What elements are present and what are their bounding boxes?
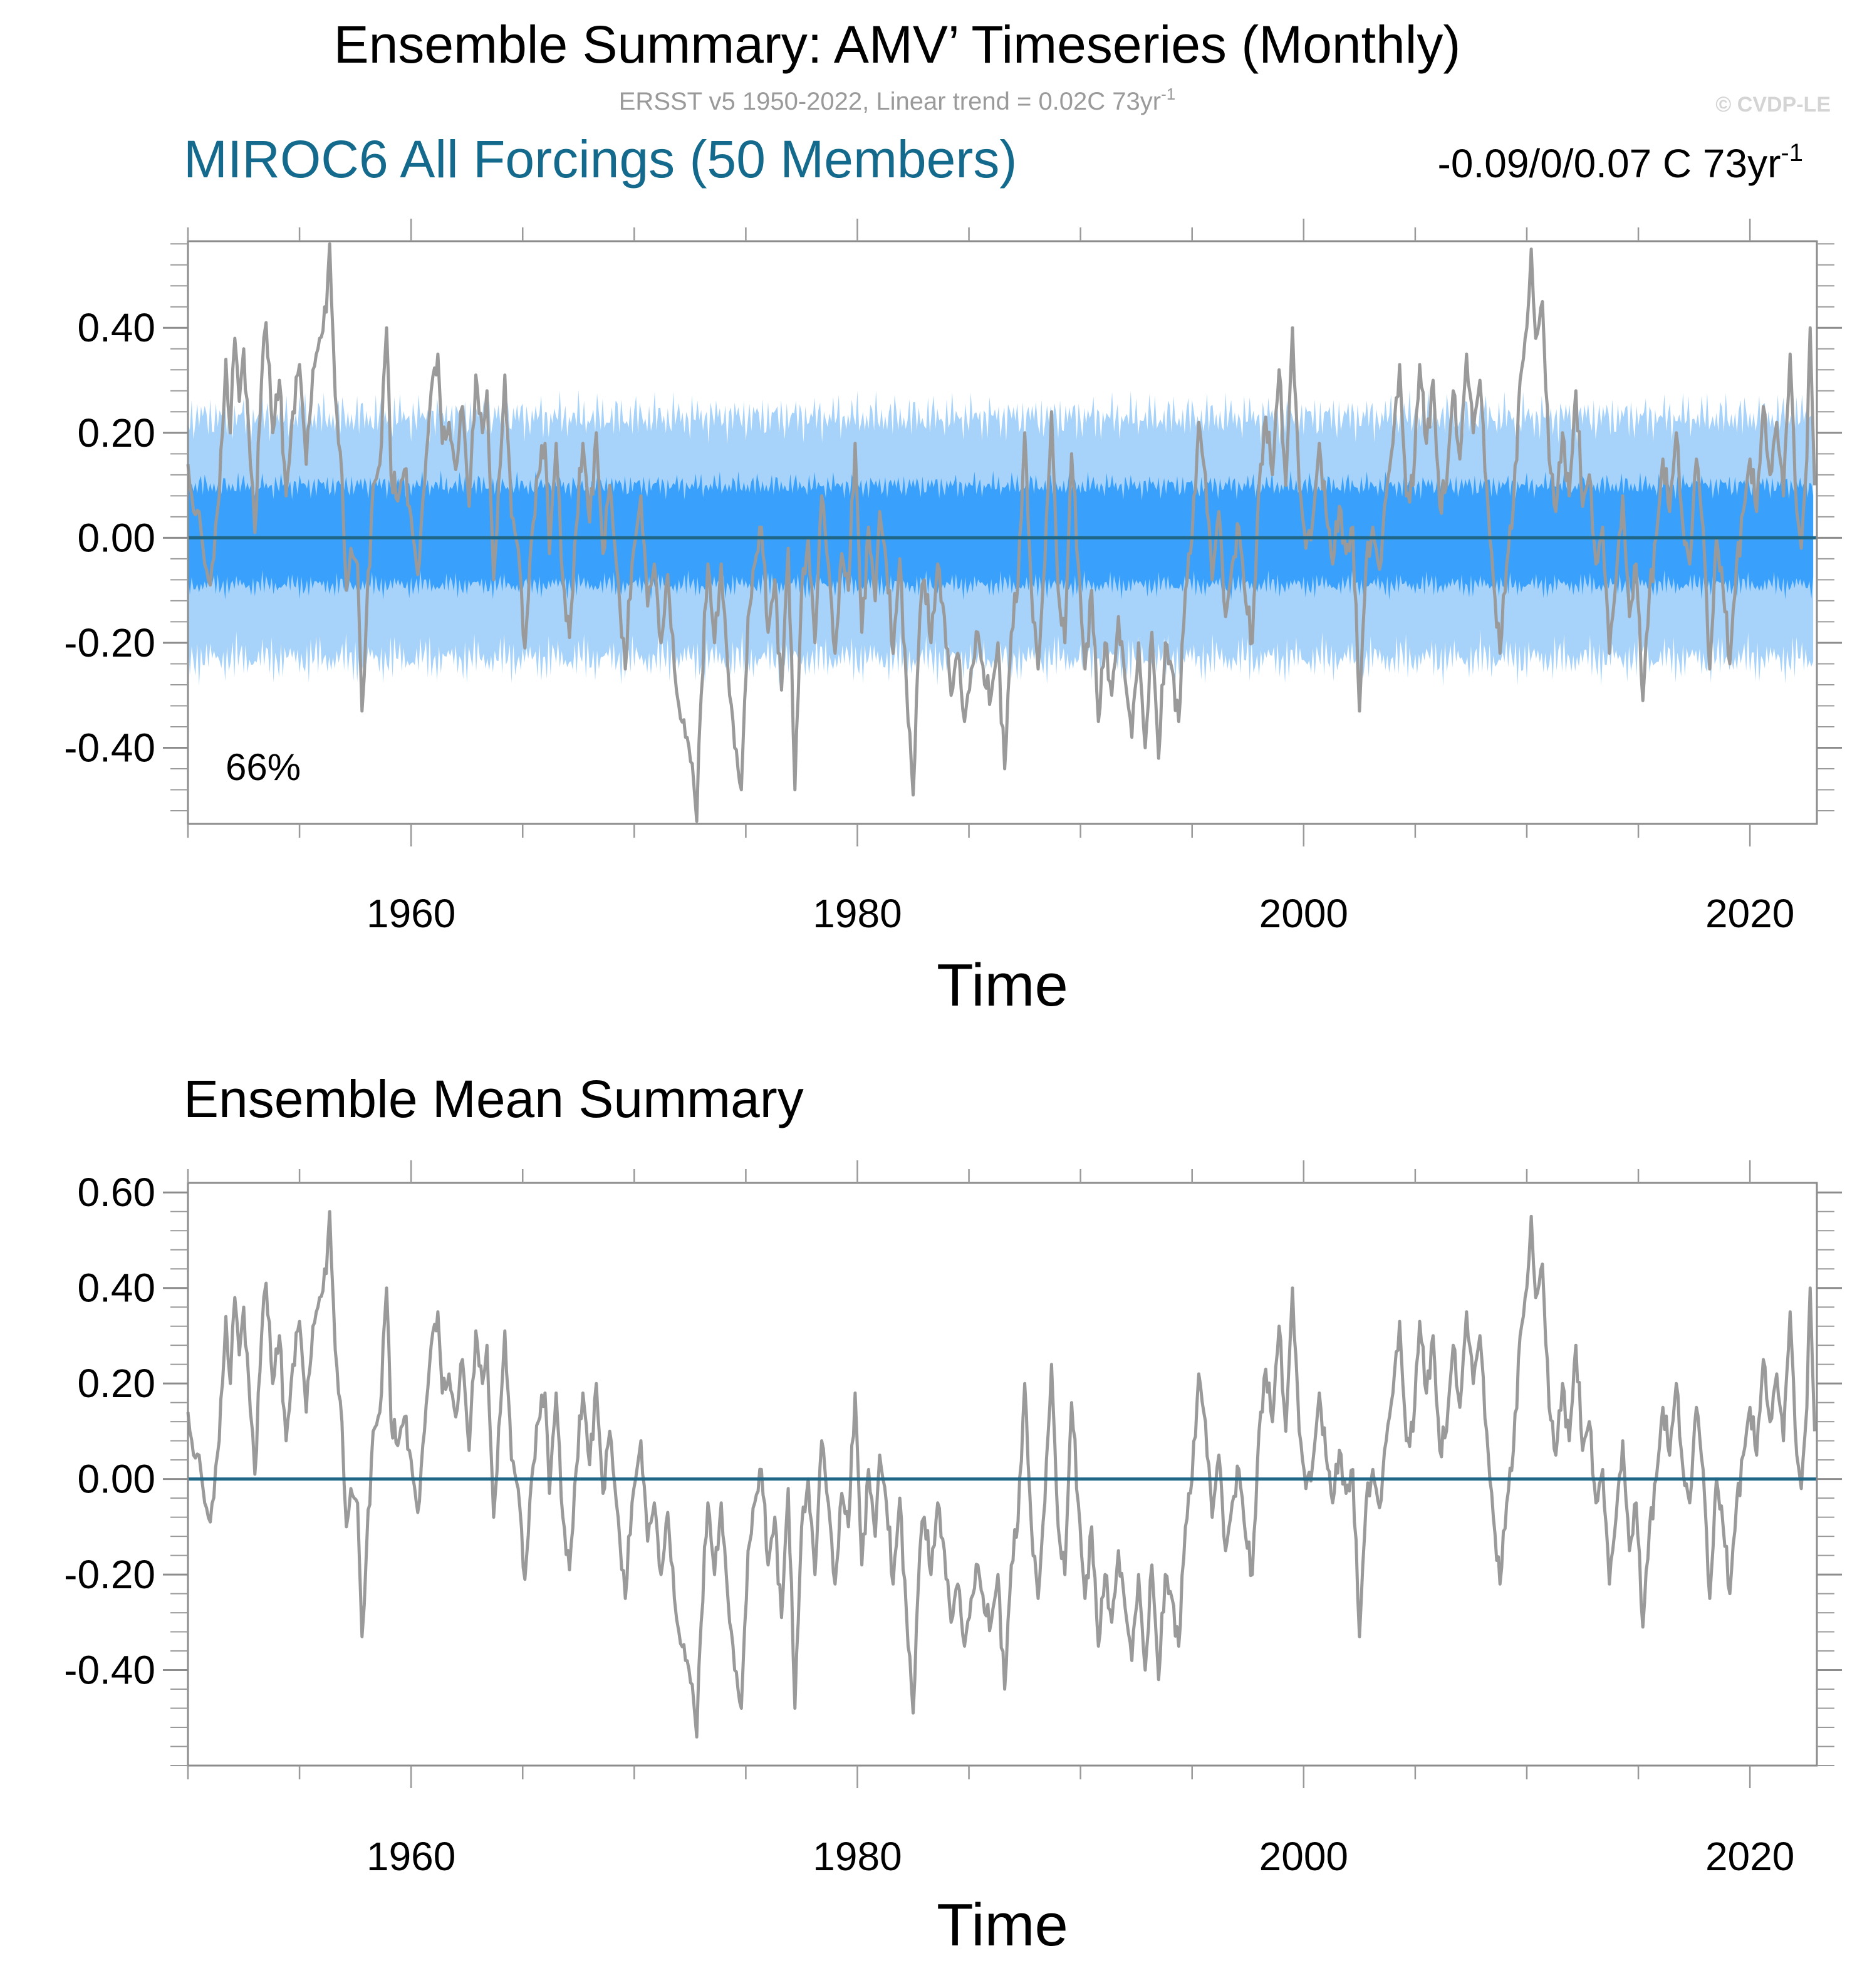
subtitle-exponent: -1 bbox=[1161, 85, 1175, 103]
y-tick-label: 0.20 bbox=[77, 410, 155, 455]
y-tick-label: -0.20 bbox=[64, 1552, 155, 1597]
y-tick-label: 0.40 bbox=[77, 305, 155, 350]
x-tick-label: 2020 bbox=[1705, 1834, 1794, 1879]
y-tick-label: 0.00 bbox=[77, 1457, 155, 1502]
ensemble-mean-title: Ensemble Mean Summary bbox=[184, 1069, 804, 1128]
subtitle-main: ERSST v5 1950-2022, Linear trend = 0.02C… bbox=[619, 88, 1161, 115]
subtitle: ERSST v5 1950-2022, Linear trend = 0.02C… bbox=[619, 85, 1175, 115]
plot-frame bbox=[187, 240, 1818, 825]
trend-exponent: -1 bbox=[1781, 139, 1803, 167]
x-tick-label: 2020 bbox=[1705, 891, 1794, 936]
x-tick-label: 1980 bbox=[813, 1834, 902, 1879]
percent-label: 66% bbox=[226, 746, 301, 788]
trend-text: -0.09/0/0.07 C 73yr-1 bbox=[1438, 139, 1803, 186]
x-axis-label: Time bbox=[937, 952, 1068, 1019]
model-title: MIROC6 All Forcings (50 Members) bbox=[184, 130, 1017, 189]
x-tick-label: 1960 bbox=[367, 891, 455, 936]
main-title: Ensemble Summary: AMV’ Timeseries (Month… bbox=[334, 15, 1461, 74]
x-axis-label: Time bbox=[937, 1892, 1068, 1959]
x-tick-label: 2000 bbox=[1259, 891, 1348, 936]
x-tick-label: 1980 bbox=[813, 891, 902, 936]
copyright: © CVDP-LE bbox=[1715, 93, 1831, 117]
observed-line bbox=[186, 1210, 1816, 1739]
y-tick-label: 0.60 bbox=[77, 1170, 155, 1215]
ensemble-mean-panel: -0.40 -0.20 0.00 0.20 0.40 0.60 1960 1980 2000 20… bbox=[64, 1160, 1842, 1959]
y-tick-label: -0.20 bbox=[64, 620, 155, 665]
y-tick-label: 0.40 bbox=[77, 1266, 155, 1311]
trend-main: -0.09/0/0.07 C 73yr bbox=[1438, 141, 1781, 186]
plot-frame bbox=[187, 1182, 1818, 1767]
x-tick-label: 1960 bbox=[367, 1834, 455, 1879]
y-tick-label: -0.40 bbox=[64, 1648, 155, 1693]
x-tick-label: 2000 bbox=[1259, 1834, 1348, 1879]
spread-band-inner bbox=[188, 470, 1814, 600]
y-tick-label: 0.20 bbox=[77, 1361, 155, 1406]
observed-line bbox=[186, 242, 1816, 823]
y-tick-label: 0.00 bbox=[77, 515, 155, 560]
y-tick-label: -0.40 bbox=[64, 726, 155, 771]
ensemble-summary-panel: -0.40 -0.20 0.00 0.20 0.40 1960 1980 2000 2020 Ti… bbox=[64, 219, 1842, 1019]
